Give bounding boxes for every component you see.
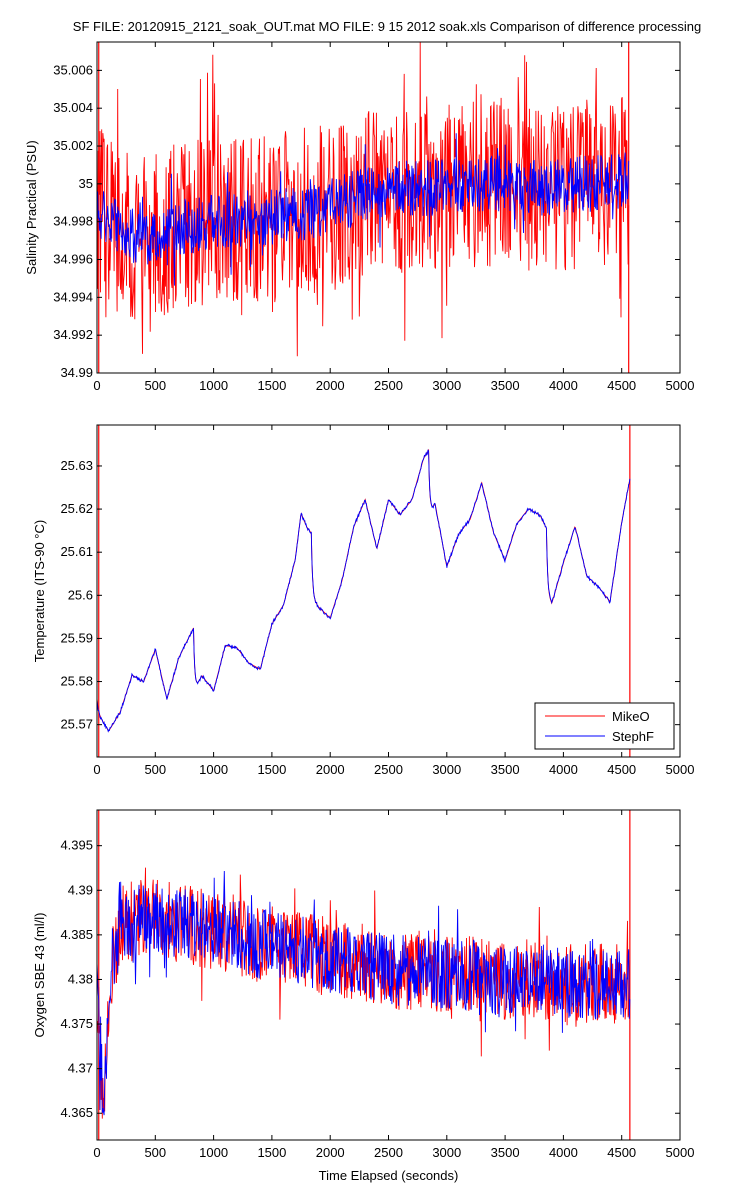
xtick-label: 3000 [432,762,461,777]
ytick-label: 25.61 [60,544,93,559]
xtick-label: 1500 [257,762,286,777]
xtick-label: 3000 [432,378,461,393]
ytick-label: 34.994 [53,289,93,304]
ytick-label: 34.992 [53,327,93,342]
ytick-label: 4.365 [60,1105,93,1120]
xtick-label: 3500 [491,762,520,777]
oxygen-series-group [97,810,631,1140]
ytick-label: 25.63 [60,458,93,473]
ytick-label: 4.385 [60,927,93,942]
xtick-label: 3500 [491,1145,520,1160]
legend-label-stephf: StephF [612,729,654,744]
oxygen-series-stephf [97,870,631,1116]
temperature-ticks: 0 500 1000 1500 2000 2500 3000 3500 4000 4500 5000… [60,425,694,777]
xtick-label: 4500 [607,378,636,393]
salinity-series-stephf [97,133,630,286]
xtick-label: 2500 [374,378,403,393]
xtick-label: 1500 [257,378,286,393]
ytick-label: 4.37 [68,1061,93,1076]
xtick-label: 2500 [374,1145,403,1160]
ytick-label: 25.57 [60,717,93,732]
ytick-label: 4.395 [60,838,93,853]
ytick-label: 4.39 [68,882,93,897]
ytick-label: 34.996 [53,252,93,267]
oxygen-xlabel: Time Elapsed (seconds) [319,1168,459,1183]
salinity-series-group [97,42,630,373]
salinity-ticks: 0 500 1000 1500 2000 2500 3000 3500 4000 4500 5000… [53,42,694,393]
xtick-label: 0 [93,378,100,393]
xtick-label: 3000 [432,1145,461,1160]
oxygen-ticks: 0 500 1000 1500 2000 2500 3000 3500 4000 4500 5000… [60,810,694,1160]
xtick-label: 500 [144,762,166,777]
xtick-label: 1000 [199,378,228,393]
oxygen-panel: 0 500 1000 1500 2000 2500 3000 3500 4000 4500 5000… [32,809,694,1183]
temperature-series-group [97,425,631,757]
xtick-label: 2500 [374,762,403,777]
xtick-label: 1000 [199,762,228,777]
ytick-label: 34.99 [60,365,93,380]
xtick-label: 500 [144,378,166,393]
xtick-label: 4500 [607,762,636,777]
temperature-series-stephf [97,449,631,733]
xtick-label: 0 [93,1145,100,1160]
xtick-label: 5000 [666,378,695,393]
ytick-label: 25.6 [68,587,93,602]
ytick-label: 4.375 [60,1016,93,1031]
ytick-label: 34.998 [53,214,93,229]
xtick-label: 3500 [491,378,520,393]
ytick-label: 25.62 [60,501,93,516]
xtick-label: 5000 [666,1145,695,1160]
ytick-label: 35.006 [53,62,93,77]
oxygen-ylabel: Oxygen SBE 43 (ml/l) [32,913,47,1038]
xtick-label: 2000 [316,1145,345,1160]
xtick-label: 2000 [316,378,345,393]
xtick-label: 500 [144,1145,166,1160]
xtick-label: 4000 [549,1145,578,1160]
temperature-panel: 0 500 1000 1500 2000 2500 3000 3500 4000 4500 5000… [32,424,694,777]
xtick-label: 1500 [257,1145,286,1160]
ytick-label: 25.59 [60,630,93,645]
salinity-panel: 0 500 1000 1500 2000 2500 3000 3500 4000 4500 5000… [24,41,694,393]
legend-box [534,702,675,750]
xtick-label: 0 [93,762,100,777]
ytick-label: 25.58 [60,674,93,689]
xtick-label: 4500 [607,1145,636,1160]
xtick-label: 5000 [666,762,695,777]
figure-title: SF FILE: 20120915_2121_soak_OUT.mat MO F… [73,19,701,34]
legend: MikeO StephF [534,702,675,750]
ytick-label: 35.002 [53,138,93,153]
xtick-label: 4000 [549,762,578,777]
xtick-label: 1000 [199,1145,228,1160]
ytick-label: 35.004 [53,100,93,115]
xtick-label: 2000 [316,762,345,777]
temperature-ylabel: Temperature (ITS-90 °C) [32,520,47,662]
salinity-ylabel: Salinity Practical (PSU) [24,140,39,274]
legend-label-mikeo: MikeO [612,709,650,724]
ytick-label: 4.38 [68,971,93,986]
xtick-label: 4000 [549,378,578,393]
ytick-label: 35 [79,176,93,191]
